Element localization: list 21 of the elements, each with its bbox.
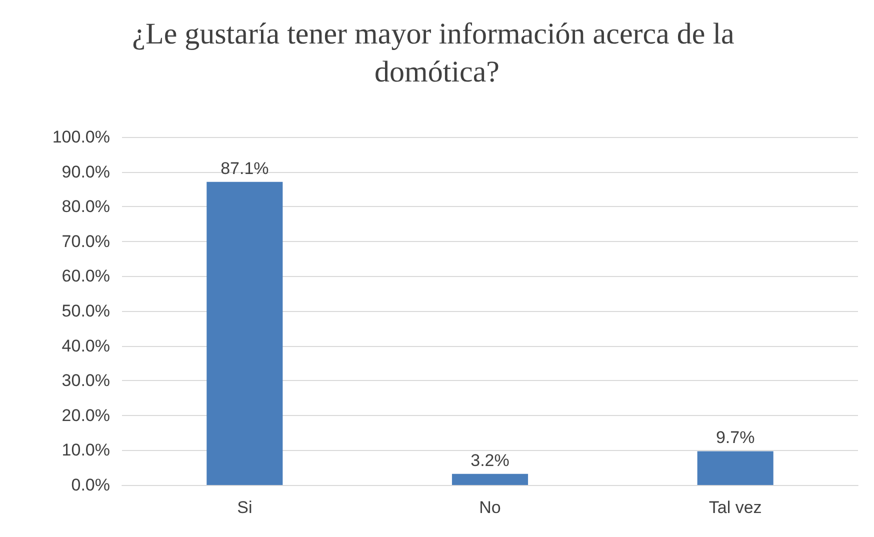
y-tick-label: 50.0%	[62, 302, 110, 320]
y-tick-label: 30.0%	[62, 371, 110, 390]
data-label: 87.1%	[220, 158, 269, 178]
x-tick-label: No	[479, 498, 501, 517]
y-tick-label: 90.0%	[62, 162, 110, 182]
bar	[697, 451, 774, 485]
data-label: 3.2%	[470, 450, 510, 470]
x-tick-label: Si	[237, 498, 252, 517]
y-tick-label: 70.0%	[62, 232, 110, 251]
bar	[206, 182, 283, 485]
y-tick-label: 40.0%	[62, 336, 110, 356]
data-label: 9.7%	[716, 428, 755, 448]
bar	[452, 474, 528, 485]
y-tick-label: 0.0%	[71, 476, 110, 494]
y-tick-label: 20.0%	[62, 406, 110, 425]
y-tick-label: 10.0%	[62, 440, 110, 460]
y-tick-label: 80.0%	[62, 197, 110, 216]
x-tick-label: Tal vez	[708, 498, 762, 517]
chart-title: ¿Le gustaría tener mayor información acerca de la domótica?	[132, 18, 742, 88]
y-tick-label: 60.0%	[62, 266, 110, 286]
y-tick-label: 100.0%	[52, 128, 110, 146]
